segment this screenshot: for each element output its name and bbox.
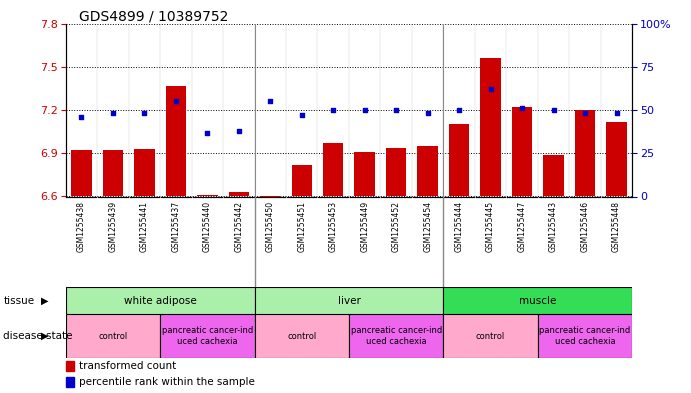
Text: GSM1255437: GSM1255437 [171,201,180,252]
Text: ▶: ▶ [41,331,49,341]
Text: GSM1255451: GSM1255451 [297,201,306,252]
Point [265,98,276,105]
Bar [103,151,123,196]
Text: control: control [476,332,505,340]
Bar [480,58,501,196]
Bar [354,152,375,196]
Text: GSM1255447: GSM1255447 [518,201,527,252]
Point [611,110,622,117]
Text: transformed count: transformed count [79,362,177,371]
Bar [292,165,312,196]
Text: pancreatic cancer-ind
uced cachexia: pancreatic cancer-ind uced cachexia [540,326,631,346]
Text: GSM1255442: GSM1255442 [234,201,243,252]
Bar [229,192,249,196]
Point [485,86,496,92]
Text: GSM1255452: GSM1255452 [392,201,401,252]
Text: GSM1255439: GSM1255439 [108,201,117,252]
Point [107,110,118,117]
Point [548,107,559,113]
Text: GSM1255454: GSM1255454 [423,201,432,252]
FancyBboxPatch shape [538,314,632,358]
Bar [71,151,92,196]
Text: ▶: ▶ [41,296,49,306]
Text: pancreatic cancer-ind
uced cachexia: pancreatic cancer-ind uced cachexia [162,326,253,346]
Bar [606,121,627,196]
Point [234,128,245,134]
FancyBboxPatch shape [66,287,254,314]
Point [422,110,433,117]
Point [359,107,370,113]
Point [390,107,401,113]
Text: GSM1255448: GSM1255448 [612,201,621,252]
Text: GSM1255438: GSM1255438 [77,201,86,252]
FancyBboxPatch shape [66,314,160,358]
Point [328,107,339,113]
Bar [512,107,532,196]
Text: white adipose: white adipose [124,296,196,306]
Point [170,98,181,105]
Bar [449,125,469,196]
Bar [66,362,74,371]
Point [517,105,528,112]
Point [202,129,213,136]
FancyBboxPatch shape [160,314,254,358]
Bar [543,155,564,196]
Text: GSM1255446: GSM1255446 [580,201,589,252]
Text: tissue: tissue [3,296,35,306]
Bar [66,377,74,387]
FancyBboxPatch shape [254,287,444,314]
Text: percentile rank within the sample: percentile rank within the sample [79,377,256,387]
Bar [197,195,218,196]
FancyBboxPatch shape [444,314,538,358]
Point [76,114,87,120]
Text: control: control [287,332,316,340]
Text: GSM1255440: GSM1255440 [202,201,212,252]
Text: GSM1255450: GSM1255450 [266,201,275,252]
Bar [417,146,438,196]
FancyBboxPatch shape [254,314,349,358]
Bar [260,196,281,211]
FancyBboxPatch shape [349,314,444,358]
Text: GSM1255453: GSM1255453 [329,201,338,252]
Text: GSM1255441: GSM1255441 [140,201,149,252]
Point [296,112,307,118]
Text: GDS4899 / 10389752: GDS4899 / 10389752 [79,10,229,24]
FancyBboxPatch shape [444,287,632,314]
Text: muscle: muscle [519,296,556,306]
Text: liver: liver [337,296,361,306]
Bar [166,86,186,196]
Point [580,110,591,117]
Text: control: control [98,332,127,340]
Text: GSM1255449: GSM1255449 [360,201,369,252]
Text: pancreatic cancer-ind
uced cachexia: pancreatic cancer-ind uced cachexia [350,326,442,346]
Bar [386,147,406,196]
Point [139,110,150,117]
Bar [134,149,155,196]
Bar [575,110,595,196]
Text: GSM1255445: GSM1255445 [486,201,495,252]
Bar [323,143,343,196]
Text: GSM1255443: GSM1255443 [549,201,558,252]
Text: disease state: disease state [3,331,73,341]
Text: GSM1255444: GSM1255444 [455,201,464,252]
Point [453,107,464,113]
